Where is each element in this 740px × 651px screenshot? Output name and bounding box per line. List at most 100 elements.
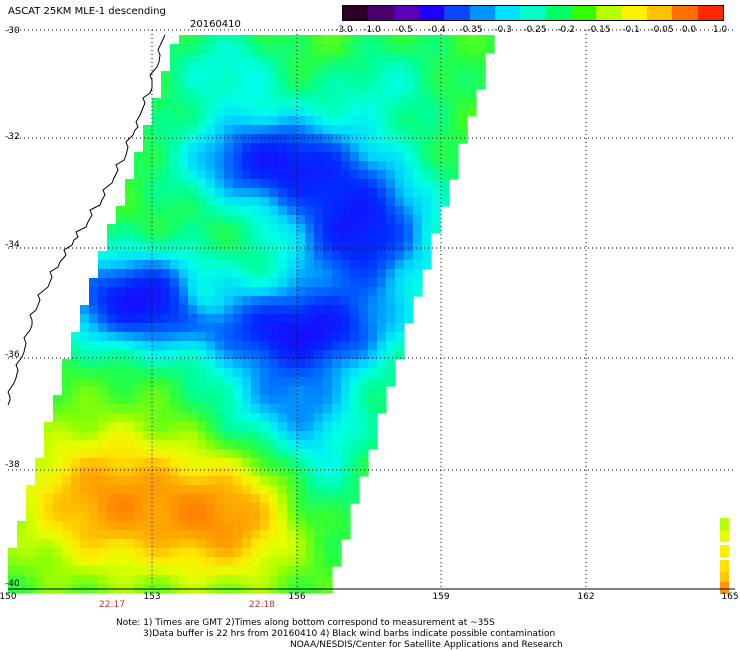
swath-cell — [350, 233, 360, 243]
swath-cell — [98, 503, 108, 513]
swath-cell — [350, 188, 360, 198]
swath-cell — [269, 485, 279, 495]
swath-cell — [251, 206, 261, 216]
swath-cell — [260, 548, 270, 558]
swath-cell — [386, 170, 396, 180]
swath-cell — [161, 467, 171, 477]
swath-cell — [215, 368, 225, 378]
swath-cell — [152, 413, 162, 423]
swath-cell — [179, 476, 189, 486]
swath-cell — [287, 521, 297, 531]
swath-cell — [413, 107, 423, 117]
swath-cell — [224, 314, 234, 324]
swath-cell — [161, 287, 171, 297]
swath-cell — [278, 575, 288, 585]
swath-cell — [287, 143, 297, 153]
swath-cell — [449, 35, 459, 45]
swath-cell — [251, 350, 261, 360]
swath-cell — [332, 539, 342, 549]
swath-cell — [179, 404, 189, 414]
swath-cell — [422, 44, 432, 54]
swath-cell — [26, 539, 36, 549]
swath-cell — [296, 350, 306, 360]
swath-cell — [224, 251, 234, 261]
swath-cell — [359, 341, 369, 351]
swath-cell — [161, 314, 171, 324]
swath-cell — [152, 215, 162, 225]
swath-cell — [179, 296, 189, 306]
swath-cell — [98, 575, 108, 585]
swath-cell — [125, 251, 135, 261]
swath-cell — [359, 125, 369, 135]
swath-cell — [161, 89, 171, 99]
swath-cell — [296, 467, 306, 477]
swath-cell — [386, 368, 396, 378]
swath-cell — [350, 413, 360, 423]
swath-cell — [314, 35, 324, 45]
swath-cell — [377, 305, 387, 315]
swath-cell — [215, 323, 225, 333]
swath-cell — [215, 377, 225, 387]
swath-cell — [467, 44, 477, 54]
swath-cell — [206, 530, 216, 540]
swath-cell — [215, 503, 225, 513]
swath-cell — [179, 449, 189, 459]
swath-cell — [260, 431, 270, 441]
swath-cell — [242, 521, 252, 531]
swath-cell — [188, 422, 198, 432]
swath-cell — [116, 575, 126, 585]
swath-cell — [296, 251, 306, 261]
swath-cell — [260, 413, 270, 423]
swath-cell — [278, 476, 288, 486]
swath-cell — [269, 494, 279, 504]
swath-cell — [359, 422, 369, 432]
swath-cell — [152, 548, 162, 558]
swath-cell — [278, 422, 288, 432]
swath-cell — [296, 368, 306, 378]
swath-cell — [188, 530, 198, 540]
swath-cell — [224, 431, 234, 441]
swath-cell — [224, 377, 234, 387]
swath-cell — [341, 359, 351, 369]
swath-cell — [278, 386, 288, 396]
colorbar-swatch — [343, 6, 369, 20]
swath-cell — [260, 107, 270, 117]
swath-cell — [269, 80, 279, 90]
swath-cell — [269, 305, 279, 315]
swath-cell — [143, 467, 153, 477]
swath-cell — [350, 98, 360, 108]
swath-cell — [224, 134, 234, 144]
swath-cell — [134, 305, 144, 315]
swath-cell — [206, 467, 216, 477]
swath-cell — [197, 440, 207, 450]
swath-cell — [116, 278, 126, 288]
swath-cell — [314, 413, 324, 423]
swath-cell — [197, 71, 207, 81]
swath-cell — [323, 422, 333, 432]
swath-cell — [260, 98, 270, 108]
swath-cell — [332, 305, 342, 315]
swath-cell — [269, 503, 279, 513]
swath-cell — [287, 548, 297, 558]
swath-cell — [323, 53, 333, 63]
swath-cell — [449, 71, 459, 81]
swath-cell — [260, 170, 270, 180]
swath-cell — [161, 251, 171, 261]
swath-cell — [260, 359, 270, 369]
swath-cell — [179, 62, 189, 72]
swath-cell — [125, 566, 135, 576]
swath-cell — [413, 125, 423, 135]
swath-cell — [332, 188, 342, 198]
swath-cell — [224, 269, 234, 279]
swath-cell — [80, 530, 90, 540]
swath-cell — [62, 440, 72, 450]
swath-cell — [359, 359, 369, 369]
swath-cell — [332, 44, 342, 54]
swath-cell — [323, 116, 333, 126]
swath-cell — [215, 530, 225, 540]
swath-cell — [170, 134, 180, 144]
swath-cell — [125, 431, 135, 441]
swath-cell — [224, 278, 234, 288]
swath-cell — [125, 476, 135, 486]
swath-cell — [467, 53, 477, 63]
